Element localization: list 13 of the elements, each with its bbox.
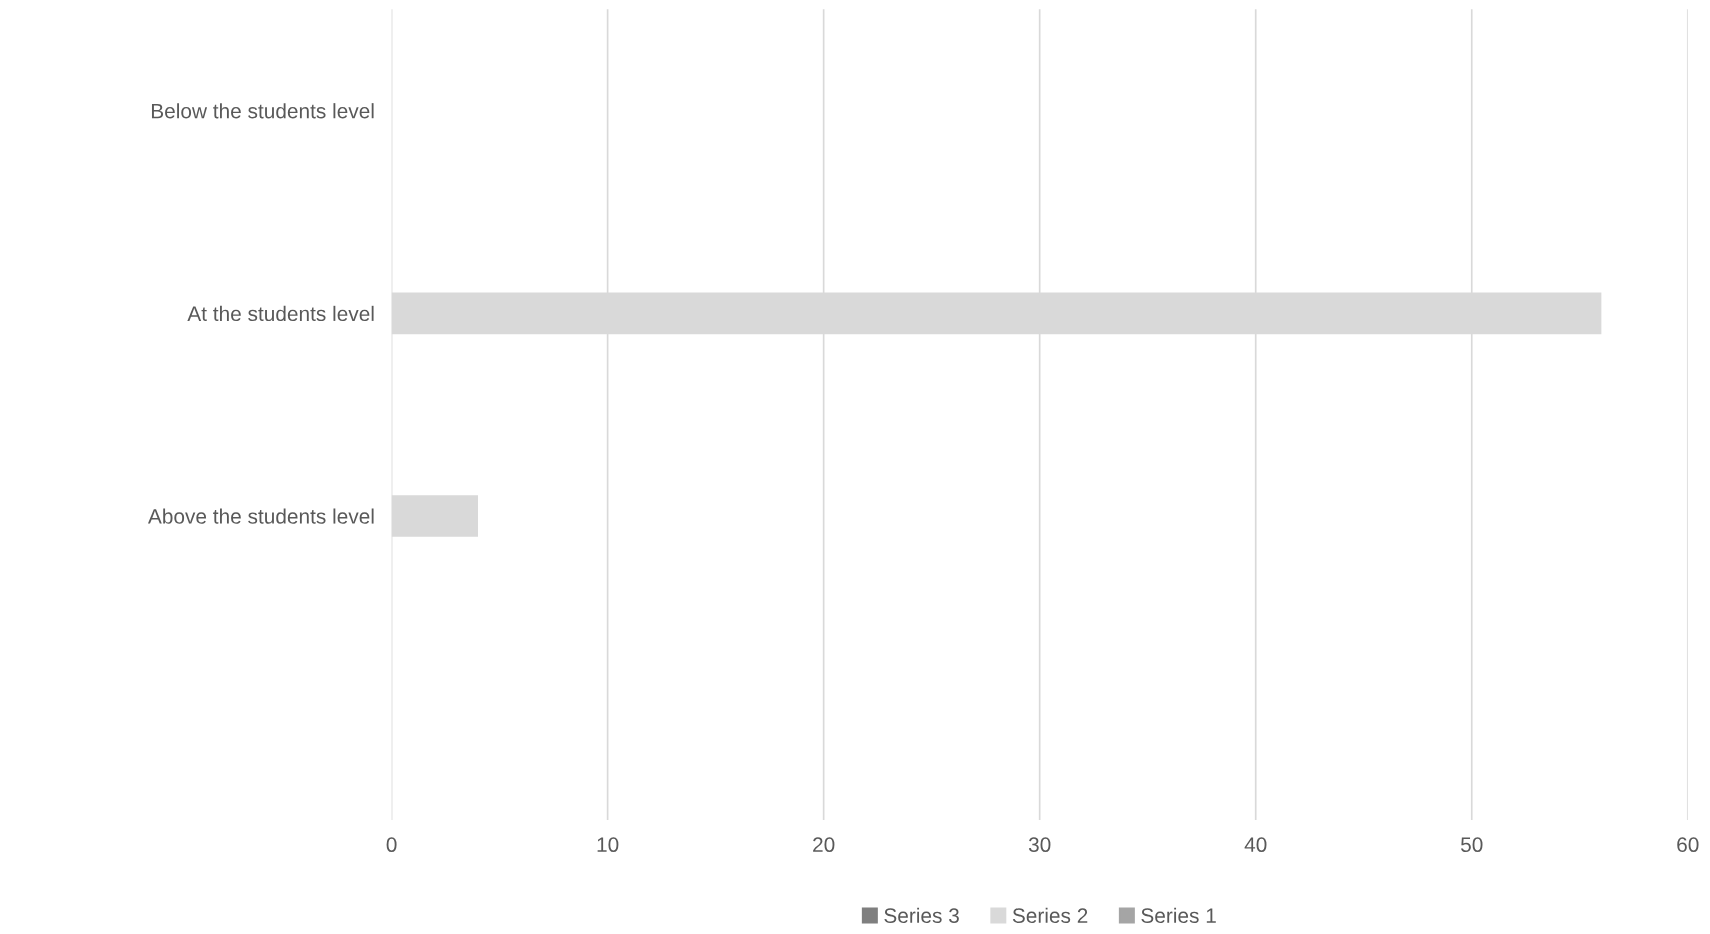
x-tick-label: 50 xyxy=(1460,837,1483,853)
x-tick-label: 20 xyxy=(813,837,835,853)
x-tick-label: 10 xyxy=(597,837,619,853)
y-tick-label: Below the students level xyxy=(151,103,374,119)
legend-label: Series 1 xyxy=(1141,907,1216,924)
legend-label: Series 2 xyxy=(1012,907,1088,924)
legend-label: Series 3 xyxy=(884,907,959,924)
x-tick-label: 60 xyxy=(1677,837,1699,853)
x-tick-label: 0 xyxy=(386,837,397,853)
y-tick-label: Above the students level xyxy=(147,508,374,524)
x-tick-label: 30 xyxy=(1028,837,1051,853)
y-tick-label: At the students level xyxy=(187,305,374,322)
x-tick-label: 40 xyxy=(1244,837,1267,853)
